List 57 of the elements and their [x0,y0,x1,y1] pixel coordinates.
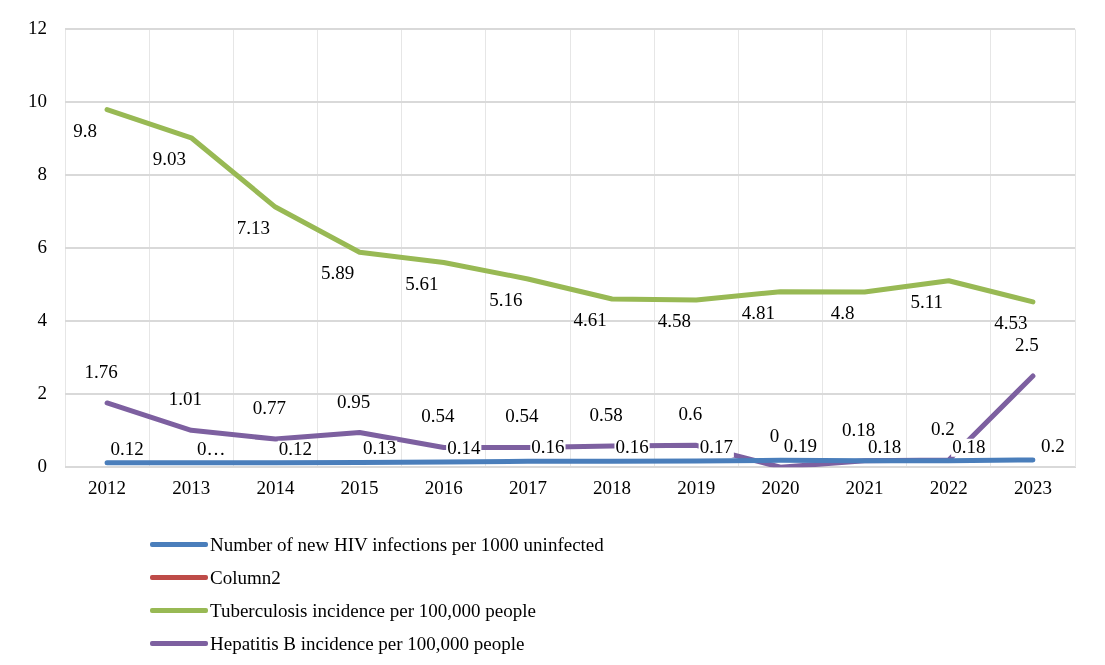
data-label: 9.03 [152,147,186,169]
data-label: 4.61 [573,309,607,330]
data-label: 5.61 [405,272,439,294]
data-label: 5.89 [320,262,355,284]
x-tick-label: 2021 [845,476,884,498]
data-label: 0.14 [447,437,481,459]
data-label: 0.18 [952,435,986,457]
data-label: 0.12 [278,437,313,459]
data-label: 5.11 [910,290,944,312]
data-label: 4.81 [741,301,776,323]
y-tick-label: 4 [37,309,48,331]
data-label: 0.12 [110,437,144,459]
legend-label: Hepatitis B incidence per 100,000 people [210,632,525,655]
x-tick-label: 2023 [1013,476,1052,498]
data-label: 0.16 [531,436,565,458]
data-label: 4.53 [994,311,1028,333]
x-tick-label: 2013 [172,476,211,498]
data-label: 4.8 [830,302,855,324]
data-label: 0.17 [699,435,733,457]
data-label: 0.13 [362,437,397,459]
y-tick-label: 0 [37,455,47,477]
data-label: 0.95 [336,390,371,412]
y-tick-label: 8 [37,163,47,185]
x-tick-label: 2019 [677,476,716,498]
data-label: 9.8 [73,119,97,141]
y-tick-label: 12 [28,17,47,39]
data-label: 1.01 [168,388,202,410]
x-tick-label: 2014 [256,476,295,498]
legend-label: Column2 [210,566,281,589]
x-tick-label: 2012 [88,476,127,498]
data-label: 0.54 [505,405,540,427]
y-tick-label: 2 [37,382,47,404]
data-label: 0 [769,425,780,447]
x-tick-label: 2018 [593,476,632,498]
legend-label: Tuberculosis incidence per 100,000 people [210,599,536,622]
x-tick-label: 2020 [761,476,800,498]
data-label: 0.54 [421,405,455,427]
y-tick-label: 10 [28,90,47,112]
x-tick-label: 2022 [929,476,968,498]
data-label: 0.16 [615,436,649,458]
data-label: 0.2 [1041,434,1065,456]
data-label: 0.6 [678,403,703,425]
data-label: 5.16 [489,288,523,310]
data-label: 7.13 [236,217,271,239]
x-tick-label: 2016 [424,476,463,498]
data-label: 2.5 [1015,333,1039,355]
y-tick-label: 6 [37,236,47,258]
data-label: 0.19 [783,435,818,457]
x-tick-label: 2015 [340,476,379,498]
data-label: 0.2 [930,417,955,439]
data-label: 4.58 [657,310,691,332]
data-label: 0… [197,437,226,459]
legend-label: Number of new HIV infections per 1000 uninfected [210,533,604,556]
data-label: 0.58 [589,404,623,426]
data-label: 1.76 [84,360,118,382]
x-tick-label: 2017 [508,476,547,498]
data-label: 0.77 [252,397,287,419]
